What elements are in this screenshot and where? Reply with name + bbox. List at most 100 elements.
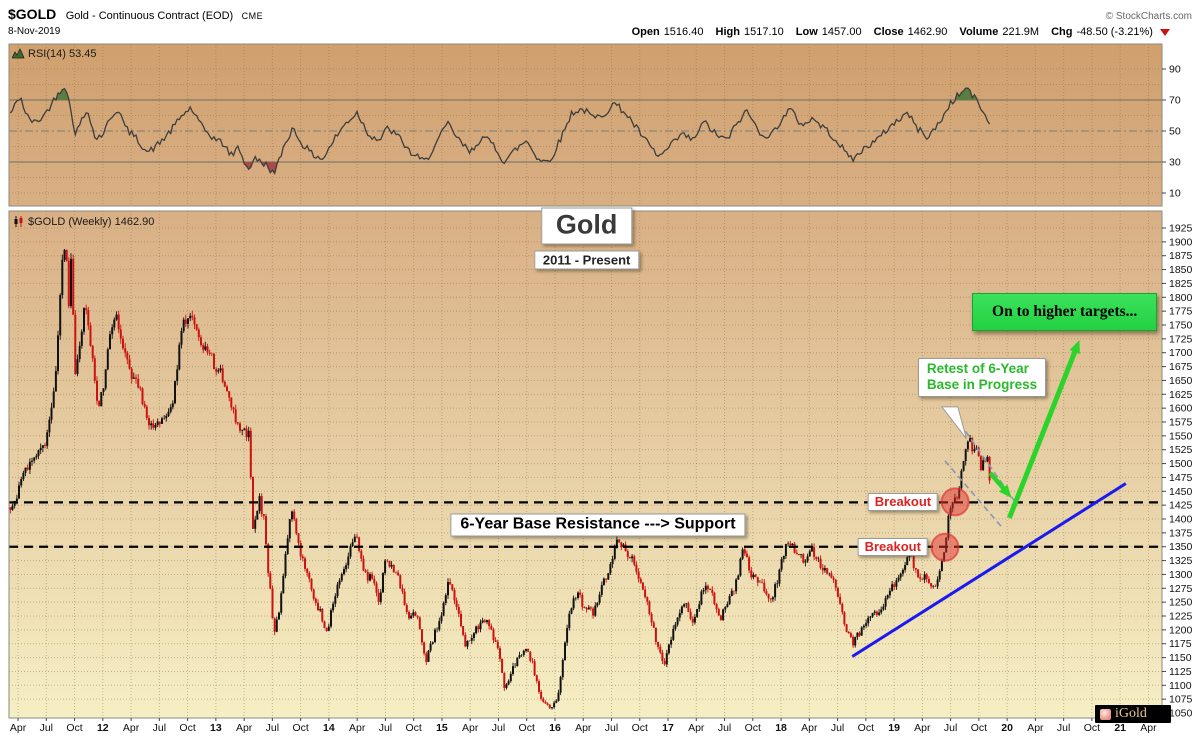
svg-text:Apr: Apr <box>1027 722 1044 734</box>
svg-text:1075: 1075 <box>1169 694 1193 706</box>
svg-text:19: 19 <box>888 722 900 734</box>
stockcharts-credit: © StockCharts.com <box>1105 11 1192 22</box>
svg-text:Oct: Oct <box>66 722 82 734</box>
svg-text:Jul: Jul <box>831 722 844 734</box>
svg-text:Jul: Jul <box>153 722 166 734</box>
close-label: Close <box>873 26 904 38</box>
svg-text:1525: 1525 <box>1169 444 1193 456</box>
open-label: Open <box>631 26 660 38</box>
svg-text:1100: 1100 <box>1169 680 1192 692</box>
igold-logo-icon <box>1100 708 1111 720</box>
low-value: 1457.00 <box>821 26 862 38</box>
svg-text:17: 17 <box>662 722 674 734</box>
svg-text:18: 18 <box>775 722 787 734</box>
svg-text:Oct: Oct <box>179 722 195 734</box>
close-value: 1462.90 <box>907 26 948 38</box>
svg-text:Oct: Oct <box>519 722 535 734</box>
down-triangle-icon <box>1160 28 1170 36</box>
svg-text:1650: 1650 <box>1169 375 1193 387</box>
svg-text:1325: 1325 <box>1169 555 1193 567</box>
retest-down-arrow <box>988 471 1012 498</box>
high-value: 1517.10 <box>743 26 784 38</box>
svg-text:Jul: Jul <box>718 722 731 734</box>
axis-labels: Apr Jul Oct 12 Apr Jul Oct 13 Apr Jul Oct 14 Apr Jul O… <box>10 64 1193 735</box>
svg-text:1700: 1700 <box>1169 347 1193 359</box>
svg-text:1900: 1900 <box>1169 236 1193 248</box>
svg-text:Apr: Apr <box>914 722 931 734</box>
rsi-legend-text: RSI(14) 53.45 <box>28 48 97 60</box>
svg-text:1600: 1600 <box>1169 403 1193 415</box>
svg-text:Oct: Oct <box>971 722 987 734</box>
exchange-label: CME <box>241 11 264 21</box>
price-legend: $GOLD (Weekly) 1462.90 <box>12 216 154 228</box>
breakout-circles <box>930 487 970 562</box>
price-legend-text: $GOLD (Weekly) 1462.90 <box>28 216 155 228</box>
svg-text:Oct: Oct <box>1084 722 1100 734</box>
svg-text:Apr: Apr <box>688 722 705 734</box>
ascending-trendline <box>851 482 1127 658</box>
low-label: Low <box>795 26 818 38</box>
svg-text:Oct: Oct <box>632 722 648 734</box>
svg-text:1050: 1050 <box>1169 708 1193 720</box>
chart-subtitle: 2011 - Present <box>533 250 640 270</box>
svg-text:30: 30 <box>1169 157 1181 169</box>
svg-text:Apr: Apr <box>123 722 140 734</box>
breakout-label-lower: Breakout <box>857 537 928 556</box>
svg-text:Oct: Oct <box>745 722 761 734</box>
svg-text:1550: 1550 <box>1169 430 1193 442</box>
svg-text:50: 50 <box>1169 126 1181 138</box>
svg-text:1850: 1850 <box>1169 264 1193 276</box>
svg-text:Jul: Jul <box>379 722 392 734</box>
svg-text:Apr: Apr <box>10 722 27 734</box>
svg-text:1200: 1200 <box>1169 624 1193 636</box>
svg-text:Jul: Jul <box>266 722 279 734</box>
svg-text:Apr: Apr <box>349 722 366 734</box>
svg-text:Oct: Oct <box>406 722 422 734</box>
breakout-label-upper: Breakout <box>867 493 939 512</box>
retest-callout-pointer <box>940 406 967 439</box>
svg-text:90: 90 <box>1169 64 1181 76</box>
ohlc-quote-row: Open 1516.40 High 1517.10 Low 1457.00 Close… <box>623 26 1170 38</box>
svg-text:1500: 1500 <box>1169 458 1193 470</box>
svg-text:1125: 1125 <box>1169 666 1192 678</box>
chart-title: Gold <box>540 207 633 245</box>
svg-text:1925: 1925 <box>1169 223 1193 235</box>
svg-text:15: 15 <box>436 722 448 734</box>
gridlines <box>9 44 1162 718</box>
svg-text:Jul: Jul <box>1057 722 1070 734</box>
svg-text:1875: 1875 <box>1169 250 1193 262</box>
volume-label: Volume <box>959 26 999 38</box>
retest-callout: Retest of 6-Year Base in Progress <box>917 357 1047 398</box>
header-line: $GOLD Gold - Continuous Contract (EOD) C… <box>8 6 263 24</box>
igold-logo-text: iGold <box>1115 706 1147 721</box>
svg-text:1450: 1450 <box>1169 486 1193 498</box>
svg-text:Jul: Jul <box>40 722 53 734</box>
symbol-description: Gold - Continuous Contract (EOD) <box>65 10 234 22</box>
svg-text:1725: 1725 <box>1169 333 1193 345</box>
high-label: High <box>715 26 740 38</box>
svg-text:Apr: Apr <box>236 722 253 734</box>
svg-text:1575: 1575 <box>1169 417 1193 429</box>
svg-text:12: 12 <box>97 722 109 734</box>
up-target-arrow <box>1007 339 1080 519</box>
svg-text:14: 14 <box>323 722 335 734</box>
chart-date: 8-Nov-2019 <box>8 26 61 37</box>
resistance-support-label: 6-Year Base Resistance ---> Support <box>450 513 746 537</box>
svg-text:1625: 1625 <box>1169 389 1193 401</box>
svg-text:1275: 1275 <box>1169 583 1193 595</box>
rsi-panel-border <box>8 43 1163 207</box>
svg-text:21: 21 <box>1114 722 1126 734</box>
svg-text:1750: 1750 <box>1169 320 1193 332</box>
svg-text:1225: 1225 <box>1169 611 1193 623</box>
area-chart-icon <box>11 48 25 59</box>
svg-text:1400: 1400 <box>1169 514 1193 526</box>
svg-text:Apr: Apr <box>575 722 592 734</box>
candlestick-icon <box>14 216 23 227</box>
support-lines <box>9 501 1162 548</box>
svg-text:Apr: Apr <box>801 722 818 734</box>
rsi-line <box>9 87 991 175</box>
svg-text:16: 16 <box>549 722 561 734</box>
svg-text:1425: 1425 <box>1169 500 1193 512</box>
open-value: 1516.40 <box>663 26 704 38</box>
svg-text:20: 20 <box>1001 722 1013 734</box>
